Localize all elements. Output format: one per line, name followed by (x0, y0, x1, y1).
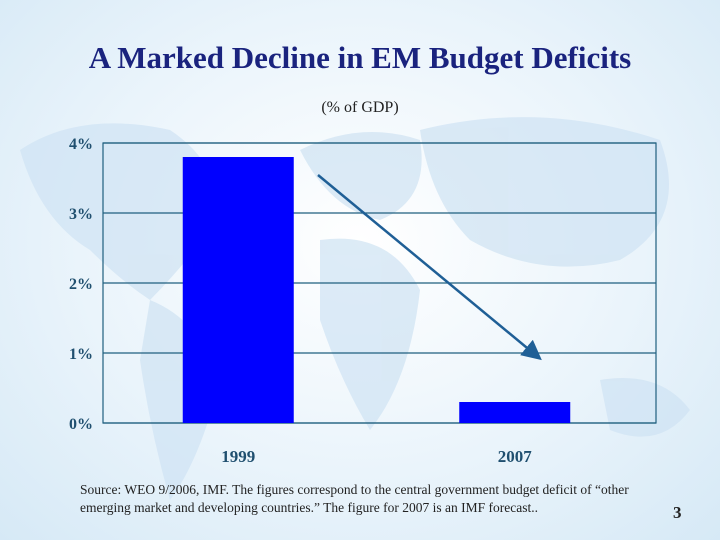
y-tick-label: 3% (69, 206, 93, 223)
decline-arrow (317, 174, 542, 361)
bar-1999 (182, 157, 294, 423)
y-tick-label: 2% (69, 276, 93, 293)
source-note: Source: WEO 9/2006, IMF. The figures cor… (80, 482, 629, 515)
bar-2007 (459, 402, 571, 423)
x-tick-label: 1999 (221, 447, 255, 466)
y-tick-label: 0% (69, 416, 93, 433)
slide-title: A Marked Decline in EM Budget Deficits (88, 40, 632, 75)
y-tick-label: 1% (69, 346, 93, 363)
x-tick-label: 2007 (498, 447, 533, 466)
y-tick-label: 4% (69, 136, 93, 153)
chart-subtitle: (% of GDP) (321, 99, 399, 116)
page-number: 3 (673, 503, 682, 522)
